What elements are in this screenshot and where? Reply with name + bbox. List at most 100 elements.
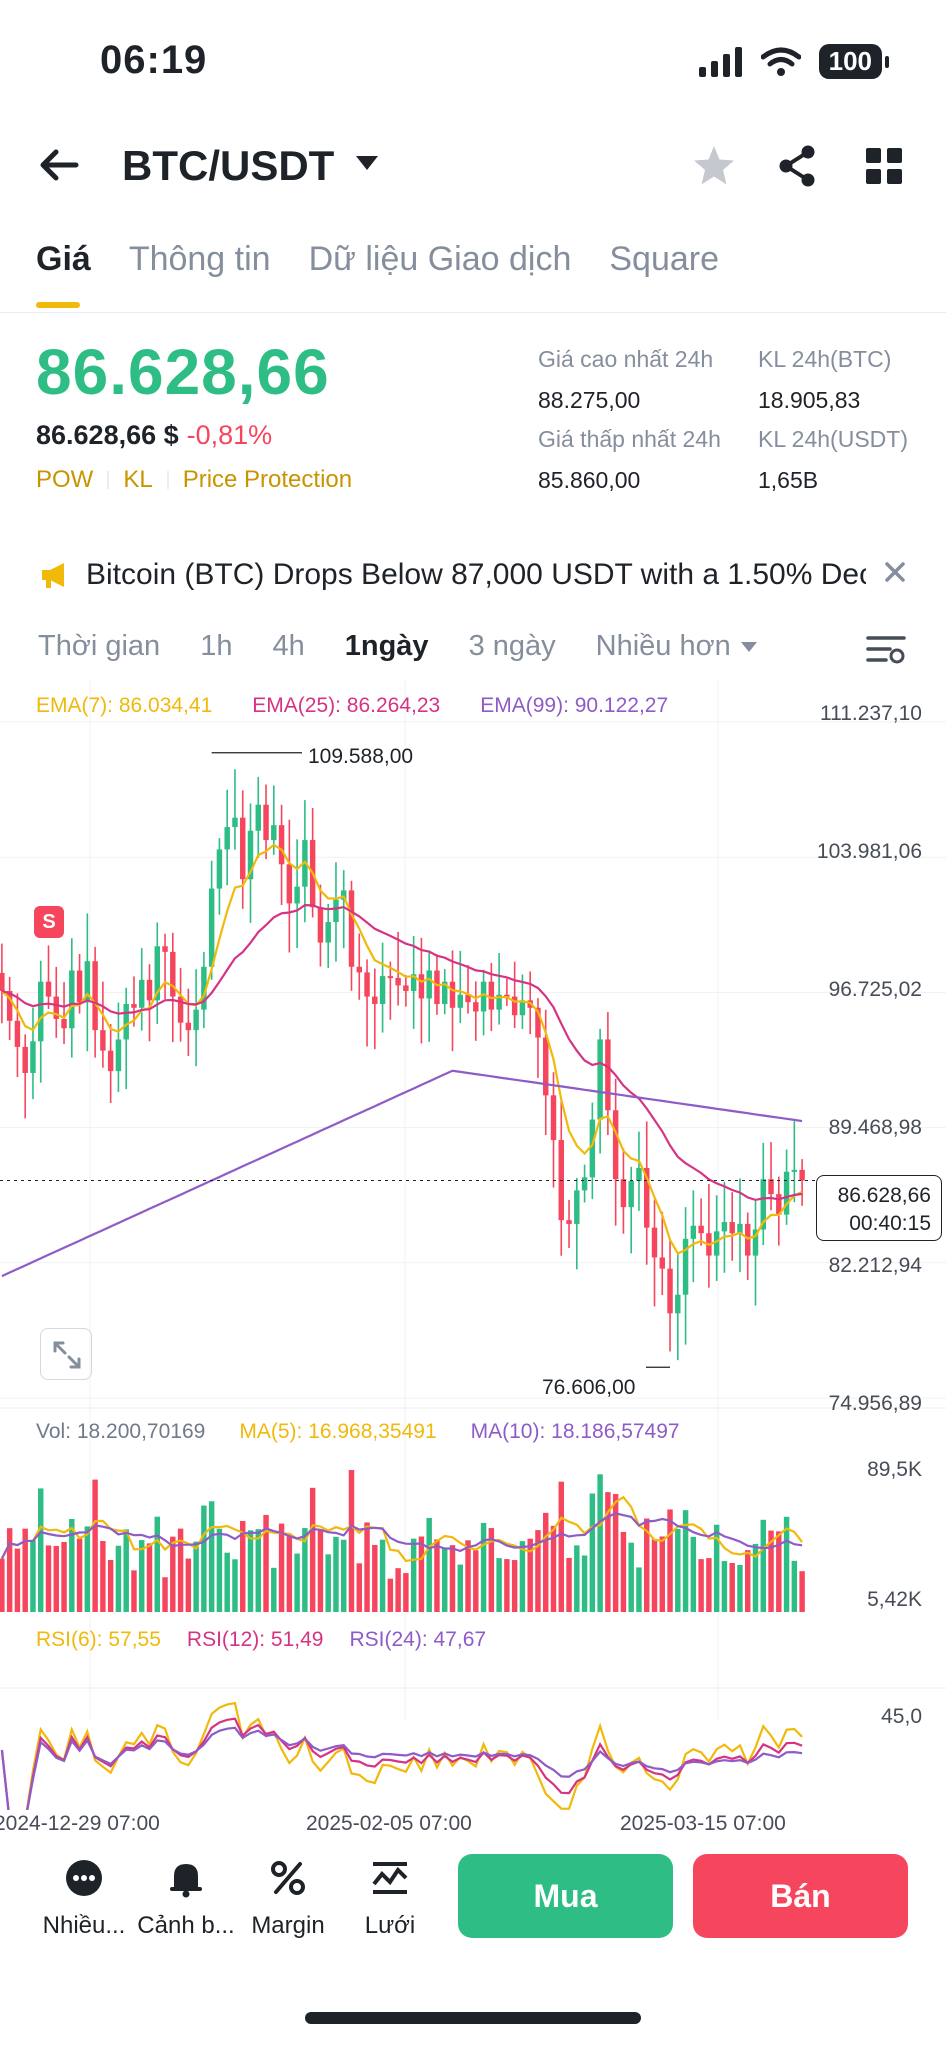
candle-body: [682, 1238, 689, 1295]
volume-bar: [294, 1553, 300, 1612]
interval-4h[interactable]: 4h: [272, 630, 305, 662]
tab-info[interactable]: Thông tin: [128, 240, 271, 278]
candle-body: [418, 974, 425, 999]
expand-chart-icon[interactable]: [40, 1328, 92, 1380]
candle-body: [745, 1223, 751, 1256]
volume-bar: [341, 1539, 347, 1612]
chart-settings-icon[interactable]: [866, 632, 906, 666]
rsi12-line: [0, 1717, 803, 1810]
high-marker-label: 109.588,00: [308, 745, 414, 768]
badge-price-protection[interactable]: Price Protection: [182, 466, 353, 493]
candle-body: [457, 994, 463, 1008]
volume-bar: [605, 1492, 611, 1612]
volume-bar: [768, 1530, 774, 1612]
interval-1d[interactable]: 1ngày: [344, 630, 429, 662]
grid-menu-icon[interactable]: [860, 142, 908, 190]
sell-button[interactable]: Bán: [693, 1854, 908, 1938]
tab-price[interactable]: Giá: [36, 240, 91, 278]
badge-divider: [107, 471, 110, 489]
alert-label: Cảnh b...: [137, 1912, 235, 1939]
rsi12-label: RSI(12): 51,49: [186, 1628, 324, 1651]
volume-bar: [170, 1536, 176, 1612]
candle-body: [410, 974, 417, 992]
volume-bar: [302, 1528, 308, 1612]
ema25-line: [1, 903, 803, 1202]
volume-bar: [504, 1559, 510, 1612]
close-icon[interactable]: [880, 557, 910, 587]
candle-body: [667, 1268, 673, 1314]
back-arrow-icon[interactable]: [36, 140, 86, 190]
buy-button[interactable]: Mua: [458, 1854, 673, 1938]
interval-3d[interactable]: 3 ngày: [468, 630, 556, 662]
more-dots-icon: [66, 1860, 102, 1896]
news-banner[interactable]: Bitcoin (BTC) Drops Below 87,000 USDT wi…: [40, 555, 910, 595]
candle-body: [675, 1294, 681, 1314]
pair-dropdown-caret-icon[interactable]: [356, 156, 378, 170]
candle-body: [247, 830, 254, 880]
margin-button[interactable]: Margin: [238, 1858, 338, 1940]
candle-body: [488, 981, 495, 1010]
favorite-star-icon[interactable]: [690, 142, 738, 190]
stat-low-value: 85.860,00: [538, 467, 641, 493]
candle-body: [263, 804, 269, 841]
date-tick: 2024-12-29 07:00: [0, 1812, 160, 1835]
candle-body: [76, 970, 83, 1003]
news-text[interactable]: Bitcoin (BTC) Drops Below 87,000 USDT wi…: [86, 558, 866, 591]
volume-bar: [426, 1517, 432, 1612]
share-icon[interactable]: [774, 142, 822, 190]
candlestick-chart[interactable]: [0, 680, 946, 1810]
alert-button[interactable]: Cảnh b...: [136, 1858, 236, 1940]
rsi24-line: [0, 1726, 803, 1810]
volume-bar: [589, 1493, 596, 1612]
interval-time[interactable]: Thời gian: [38, 630, 161, 662]
interval-1h[interactable]: 1h: [200, 630, 233, 662]
candle-body: [737, 1223, 743, 1234]
candle-body: [372, 996, 378, 1005]
active-tab-indicator: [36, 302, 80, 308]
volume-bar: [675, 1528, 681, 1612]
volume-bar: [682, 1510, 689, 1612]
price-change: -0,81%: [186, 420, 273, 450]
candle-body: [690, 1225, 697, 1239]
volume-bar: [698, 1559, 704, 1612]
grid-trading-button[interactable]: Lưới: [340, 1858, 440, 1940]
candle-body: [177, 996, 184, 1023]
fiat-price: 86.628,66 $: [36, 420, 179, 450]
candle-body: [566, 1220, 572, 1224]
candle-body: [53, 996, 59, 1019]
badge-pow[interactable]: POW: [36, 466, 94, 493]
candle-countdown: 00:40:15: [849, 1212, 931, 1235]
volume-tick: 89,5K: [867, 1458, 922, 1481]
volume-bar: [325, 1554, 331, 1612]
more-button[interactable]: Nhiều...: [34, 1858, 134, 1940]
candle-body: [325, 922, 331, 943]
candle-body: [61, 1018, 67, 1029]
volume-bar: [146, 1543, 153, 1612]
candle-body: [131, 1004, 137, 1008]
stat-low: Giá thấp nhất 24h 85.860,00: [538, 426, 721, 494]
tab-square[interactable]: Square: [609, 240, 719, 278]
date-tick: 2025-03-15 07:00: [620, 1812, 786, 1835]
volume-bar: [61, 1541, 67, 1612]
volume-bar: [372, 1544, 378, 1612]
tab-trading-data[interactable]: Dữ liệu Giao dịch: [308, 240, 572, 278]
pair-title[interactable]: BTC/USDT: [122, 142, 335, 189]
volume-bar: [543, 1512, 549, 1612]
candle-body: [628, 1181, 634, 1208]
ema-legend: EMA(7): 86.034,41 EMA(25): 86.264,23 EMA…: [36, 694, 668, 718]
candle-body: [620, 1179, 627, 1208]
ma10-label: MA(10): 18.186,57497: [470, 1420, 680, 1443]
volume-bar: [317, 1529, 324, 1612]
interval-more[interactable]: Nhiều hơn: [596, 630, 757, 663]
badge-kl[interactable]: KL: [123, 466, 153, 493]
volume-bar: [799, 1571, 805, 1612]
volume-bar: [224, 1552, 230, 1612]
candle-body: [473, 1002, 479, 1012]
candle-body: [92, 961, 98, 1031]
candle-body: [333, 899, 339, 923]
volume-bar: [193, 1541, 199, 1612]
candle-body: [612, 1110, 619, 1180]
volume-bar: [247, 1530, 254, 1612]
candle-body: [115, 1039, 122, 1072]
low-marker-label: 76.606,00: [542, 1376, 636, 1399]
